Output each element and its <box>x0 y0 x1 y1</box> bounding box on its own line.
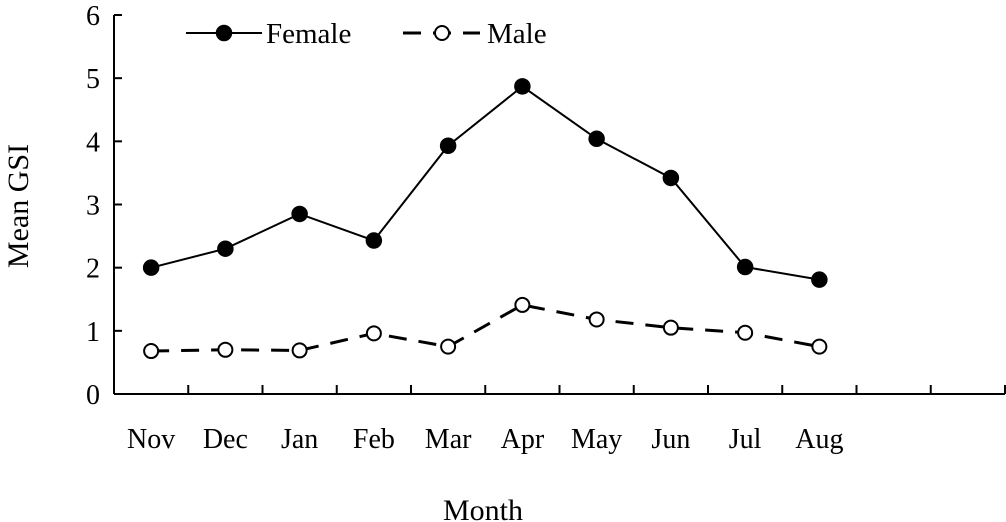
male-data-point <box>662 319 679 336</box>
x-tick-label: Nov <box>127 424 175 455</box>
x-tick-label: Feb <box>353 424 395 455</box>
male-data-point <box>811 338 828 355</box>
legend-female-marker <box>215 24 233 42</box>
male-data-point <box>514 296 531 313</box>
y-tick-label: 6 <box>86 1 100 32</box>
y-tick-label: 5 <box>86 64 100 95</box>
male-data-point <box>588 311 605 328</box>
female-data-point <box>588 130 605 148</box>
x-axis-title: Month <box>443 494 523 522</box>
male-data-point <box>143 343 160 360</box>
y-tick-label: 1 <box>86 317 100 348</box>
legend-male-label: Male <box>487 18 547 50</box>
x-tick-label: Jun <box>651 424 690 455</box>
female-data-point <box>291 205 308 223</box>
female-data-point <box>514 78 531 95</box>
legend-female-label: Female <box>266 18 351 50</box>
female-data-point <box>142 259 160 276</box>
y-axis-title: Mean GSI <box>2 144 35 268</box>
male-data-point <box>365 325 382 342</box>
female-data-point <box>662 169 680 187</box>
axes: 0 1 2 3 4 5 6 Nov Dec Jan Feb Mar Apr May Jun Jul Aug <box>86 1 1006 455</box>
y-tick-label: 0 <box>86 380 100 411</box>
y-tick-label: 3 <box>86 191 100 222</box>
female-data-point <box>811 271 828 288</box>
y-tick-label: 2 <box>86 254 100 285</box>
x-tick-label: Mar <box>425 424 472 455</box>
female-data-point <box>365 232 383 249</box>
legend-male-marker <box>434 25 450 41</box>
male-data-point <box>217 341 234 358</box>
x-tick-label: Jul <box>729 424 762 455</box>
x-tick-label: May <box>571 424 622 455</box>
female-data-point <box>439 137 457 155</box>
x-tick-label: Aug <box>795 424 843 455</box>
male-data-point <box>440 338 457 355</box>
x-tick-label: Apr <box>501 424 545 455</box>
legend: Female Male <box>186 18 547 50</box>
male-data-point <box>291 342 308 359</box>
male-series-line <box>151 303 820 353</box>
female-data-point <box>736 258 754 276</box>
female-data-point <box>217 240 234 257</box>
x-tick-label: Dec <box>203 424 248 455</box>
male-data-point <box>737 324 754 341</box>
y-tick-label: 4 <box>86 127 100 158</box>
series-layer <box>142 78 828 360</box>
female-series-line <box>150 85 820 281</box>
x-tick-label: Jan <box>281 424 318 455</box>
